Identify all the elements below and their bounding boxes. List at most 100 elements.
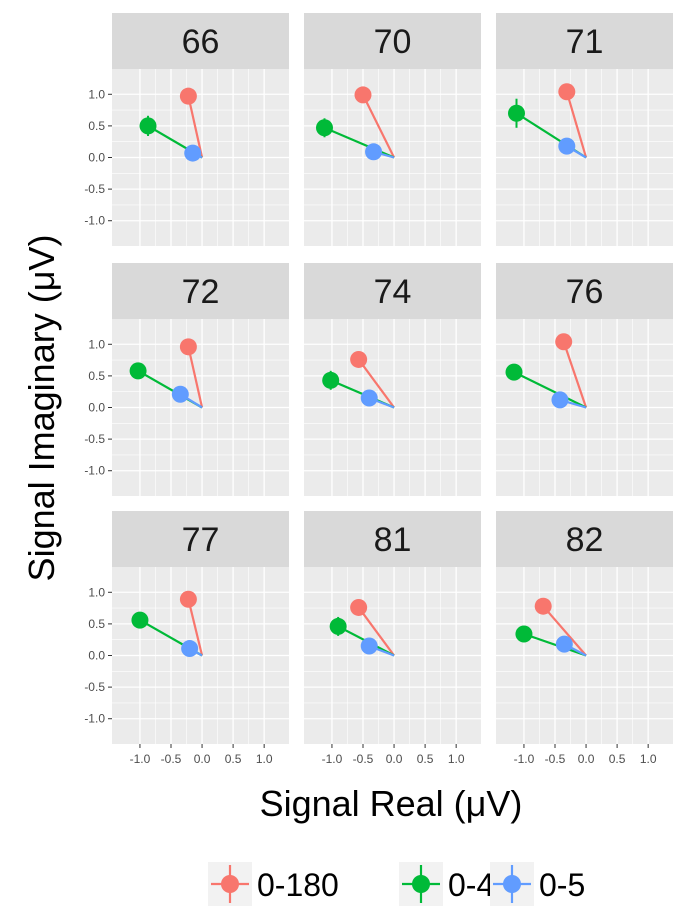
data-point-0-180 bbox=[350, 598, 368, 616]
legend-item-0-180: 0-180 bbox=[208, 862, 339, 906]
facet-panels: 66 70 71 72 74 76 77 81 82 bbox=[112, 13, 673, 744]
axes: 1.0 0.5 0.0 -0.5 -1.0 1.0 0.5 0.0 -0.5 -1.0 1.0 0.5… bbox=[84, 87, 657, 766]
y-tick-label: 1.0 bbox=[88, 337, 105, 351]
x-tick-label: 1.0 bbox=[640, 752, 657, 766]
vector-line-0-180 bbox=[187, 598, 204, 656]
y-tick-label: 0.0 bbox=[88, 649, 105, 663]
data-point-0-5 bbox=[551, 391, 569, 409]
facet-strip bbox=[112, 13, 289, 69]
data-point-0-5 bbox=[360, 637, 378, 655]
x-tick-label: -0.5 bbox=[161, 752, 182, 766]
x-tick-label: 1.0 bbox=[448, 752, 465, 766]
x-axis-title: Signal Real (μV) bbox=[260, 783, 523, 824]
facet-panel-81: 81 bbox=[304, 511, 481, 744]
vector-line-0-45 bbox=[324, 126, 395, 159]
facet-strip-label: 76 bbox=[566, 273, 604, 311]
vector-line-0-45 bbox=[523, 632, 587, 657]
x-tick-label: -0.5 bbox=[545, 752, 566, 766]
x-tick-label: 1.0 bbox=[256, 752, 273, 766]
data-point-0-5 bbox=[558, 137, 576, 155]
data-point-0-180 bbox=[179, 87, 197, 105]
legend-key-point bbox=[221, 875, 239, 893]
legend-item-0-5: 0-5 bbox=[490, 862, 585, 906]
data-point-0-180 bbox=[179, 338, 197, 356]
data-point-0-5 bbox=[181, 640, 199, 658]
facet-panel-82: 82 bbox=[496, 511, 673, 744]
data-point-0-45 bbox=[129, 362, 147, 380]
x-tick-label: 0.0 bbox=[194, 752, 211, 766]
data-point-0-180 bbox=[179, 590, 197, 608]
y-tick-label: 0.0 bbox=[88, 151, 105, 165]
y-tick-label: -1.0 bbox=[84, 214, 105, 228]
vector-line-0-180 bbox=[357, 606, 395, 657]
x-tick-label: -1.0 bbox=[130, 752, 151, 766]
vector-line-0-180 bbox=[362, 94, 396, 158]
data-point-0-45 bbox=[315, 119, 333, 137]
y-tick-label: -0.5 bbox=[84, 680, 105, 694]
y-tick-label: 0.5 bbox=[88, 119, 105, 133]
data-point-0-45 bbox=[515, 625, 533, 643]
facet-strip-label: 66 bbox=[182, 23, 220, 61]
x-tick-label: 0.0 bbox=[578, 752, 595, 766]
data-point-0-5 bbox=[184, 144, 202, 162]
vector-line-0-180 bbox=[562, 341, 588, 408]
facet-strip bbox=[304, 13, 481, 69]
vector-line-0-180 bbox=[187, 95, 204, 158]
legend-key-point bbox=[503, 875, 521, 893]
x-tick-label: 0.0 bbox=[386, 752, 403, 766]
facet-panel-66: 66 bbox=[112, 13, 289, 246]
facet-strip bbox=[112, 263, 289, 319]
facet-strip-label: 77 bbox=[182, 521, 220, 559]
vector-line-0-180 bbox=[565, 91, 588, 158]
facet-panel-77: 77 bbox=[112, 511, 289, 744]
data-point-0-180 bbox=[558, 83, 576, 101]
data-point-0-180 bbox=[354, 86, 372, 104]
data-point-0-45 bbox=[507, 104, 525, 122]
y-tick-label: -1.0 bbox=[84, 464, 105, 478]
facet-strip bbox=[304, 263, 481, 319]
x-tick-label: 0.5 bbox=[609, 752, 626, 766]
y-tick-label: 1.0 bbox=[88, 585, 105, 599]
facet-panel-71: 71 bbox=[496, 13, 673, 246]
data-point-0-5 bbox=[360, 389, 378, 407]
legend: 0-180 0-45 0-5 bbox=[208, 862, 585, 906]
facet-strip-label: 74 bbox=[374, 273, 412, 311]
x-tick-label: -1.0 bbox=[322, 752, 343, 766]
facet-strip bbox=[496, 263, 673, 319]
facet-strip bbox=[496, 511, 673, 567]
facet-panel-72: 72 bbox=[112, 263, 289, 496]
y-tick-label: -0.5 bbox=[84, 432, 105, 446]
vector-line-0-180 bbox=[187, 346, 204, 408]
y-tick-label: 0.0 bbox=[88, 401, 105, 415]
facet-strip-label: 70 bbox=[374, 23, 412, 61]
legend-label: 0-5 bbox=[539, 867, 585, 903]
facet-strip bbox=[496, 13, 673, 69]
facet-strip bbox=[304, 511, 481, 567]
facet-panel-76: 76 bbox=[496, 263, 673, 496]
vector-line-0-45 bbox=[513, 371, 587, 409]
y-tick-label: 1.0 bbox=[88, 87, 105, 101]
data-point-0-180 bbox=[555, 333, 573, 351]
data-point-0-180 bbox=[534, 597, 552, 615]
vector-line-0-180 bbox=[542, 605, 587, 657]
x-tick-label: -0.5 bbox=[353, 752, 374, 766]
facet-strip-label: 81 bbox=[374, 521, 412, 559]
y-tick-label: -0.5 bbox=[84, 182, 105, 196]
facet-strip bbox=[112, 511, 289, 567]
data-point-0-45 bbox=[139, 117, 157, 135]
facet-panel-74: 74 bbox=[304, 263, 481, 496]
data-point-0-5 bbox=[365, 143, 383, 161]
data-point-0-45 bbox=[131, 611, 149, 629]
data-point-0-45 bbox=[329, 617, 347, 635]
data-point-0-45 bbox=[322, 371, 340, 389]
x-tick-label: 0.5 bbox=[417, 752, 434, 766]
legend-key-point bbox=[412, 875, 430, 893]
vector-line-0-180 bbox=[357, 358, 395, 409]
facet-panel-70: 70 bbox=[304, 13, 481, 246]
y-tick-label: 0.5 bbox=[88, 369, 105, 383]
x-tick-label: -1.0 bbox=[514, 752, 535, 766]
data-point-0-180 bbox=[350, 350, 368, 368]
data-point-0-45 bbox=[505, 363, 523, 381]
y-tick-label: 0.5 bbox=[88, 617, 105, 631]
